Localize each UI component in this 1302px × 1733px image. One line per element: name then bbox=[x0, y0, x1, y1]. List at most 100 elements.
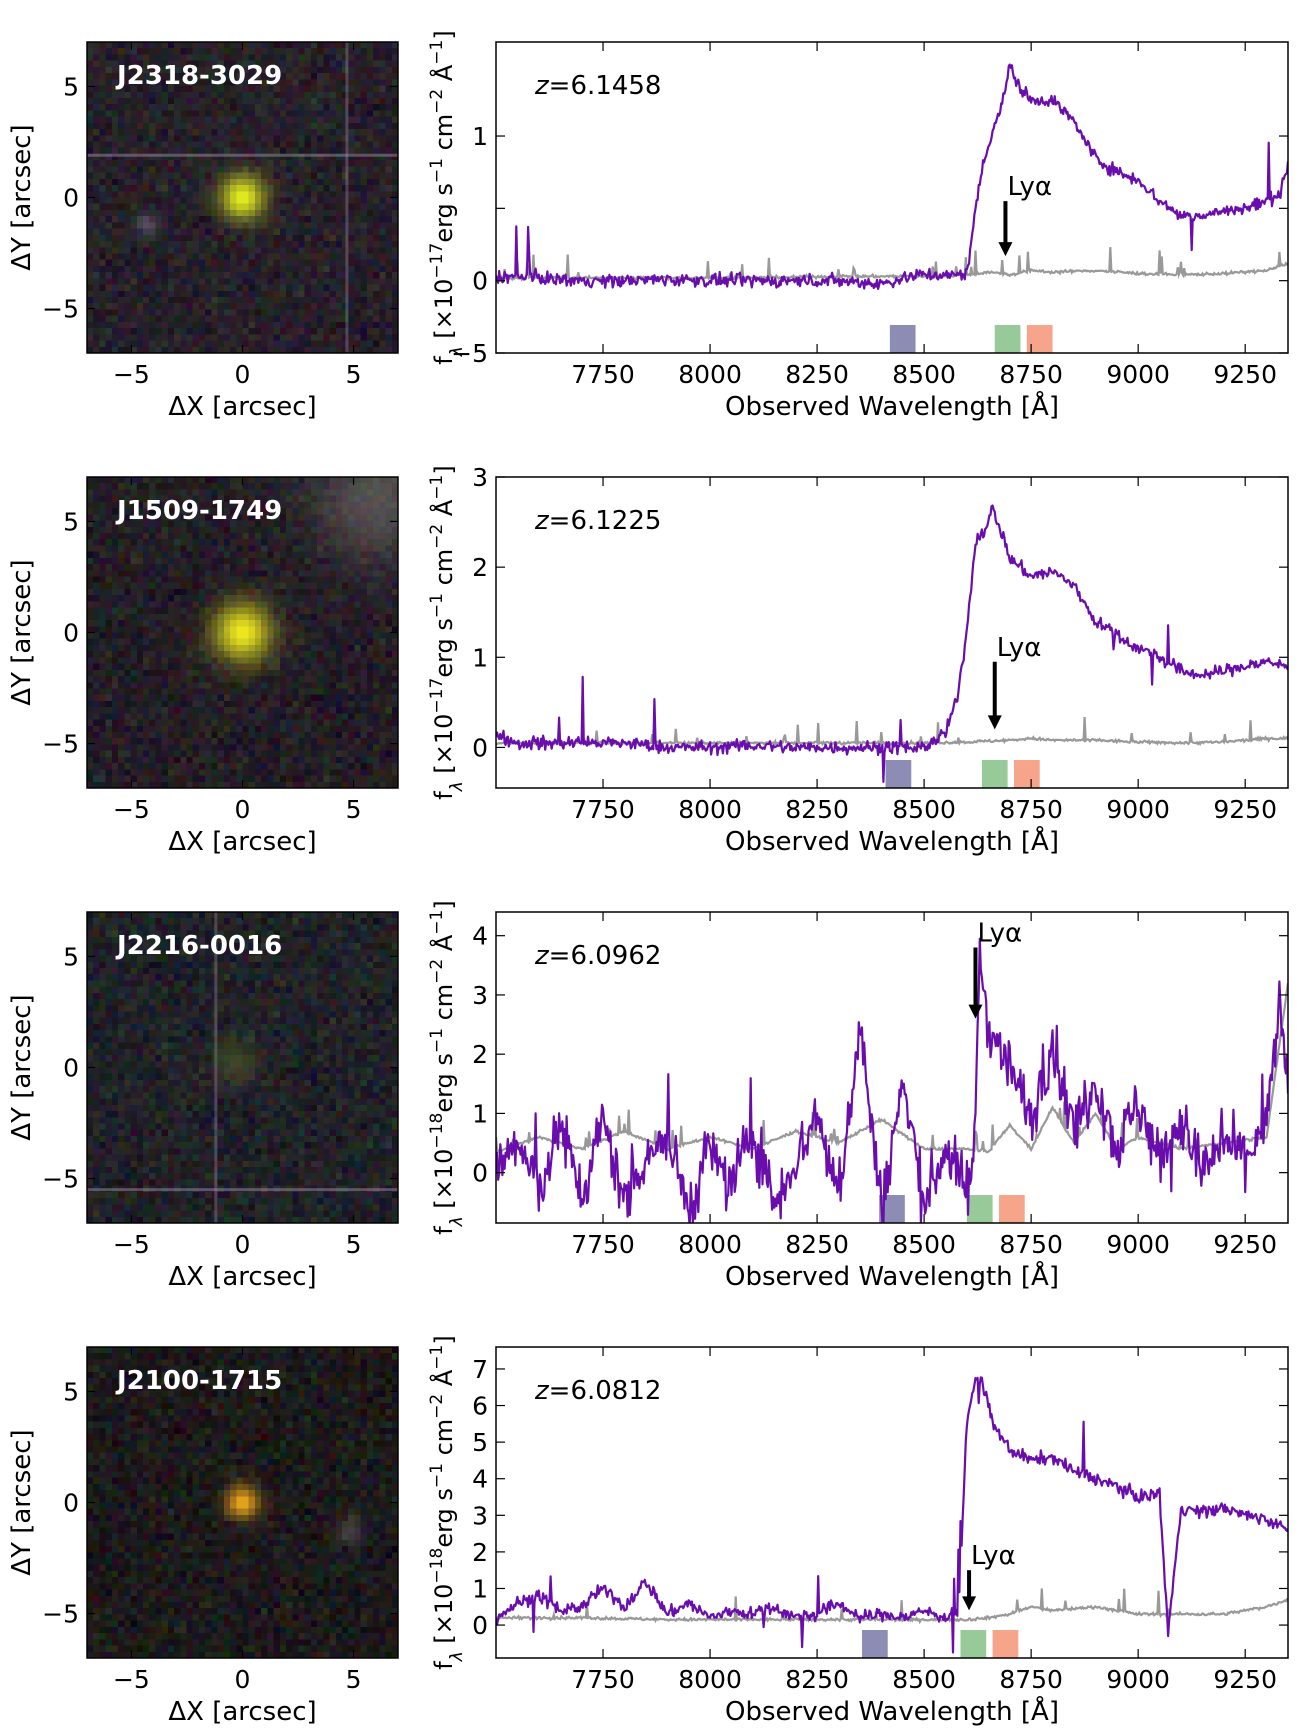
image-xtick-label: 5 bbox=[346, 795, 362, 824]
spectrum-frame bbox=[495, 476, 1289, 789]
ytick-label: 2 bbox=[472, 1538, 488, 1567]
ytick-label: 1 bbox=[472, 1099, 488, 1128]
ytick-label: 3 bbox=[472, 463, 488, 492]
spectrum-frame bbox=[495, 41, 1289, 354]
panel-J1509-1749: J1509-1749 −5 −5 0 0 5 5 ΔX [arcsec] ΔY [arcsec]… bbox=[7, 463, 1289, 857]
ytick-label: 1 bbox=[472, 1574, 488, 1603]
ytick-label: 2 bbox=[472, 553, 488, 582]
series-flux bbox=[496, 63, 1288, 290]
xtick-label: 9000 bbox=[1106, 1665, 1170, 1694]
xlabel: Observed Wavelength [Å] bbox=[725, 825, 1059, 857]
image-ytick-label: −5 bbox=[42, 1600, 79, 1629]
series-flux bbox=[496, 937, 1288, 1223]
filter-band-orange bbox=[999, 1195, 1025, 1223]
ytick-label: 4 bbox=[472, 1465, 488, 1494]
filter-band-blue bbox=[889, 325, 916, 353]
xtick-label: 9250 bbox=[1213, 1665, 1277, 1694]
image-xtick-label: 0 bbox=[235, 1230, 251, 1259]
image-ytick-label: −5 bbox=[42, 295, 79, 324]
xtick-label: 9250 bbox=[1213, 1230, 1277, 1259]
xtick-label: 7750 bbox=[571, 795, 635, 824]
ytick-label: 1 bbox=[472, 643, 488, 672]
cutout-image: J2216-0016 −5 −5 0 0 5 5 ΔX [arcsec] ΔY [arcsec] bbox=[7, 911, 399, 1292]
xtick-label: 7750 bbox=[571, 1230, 635, 1259]
lya-arrow-head bbox=[998, 242, 1013, 257]
image-ytick-label: 0 bbox=[63, 1054, 79, 1083]
xtick-label: 8250 bbox=[785, 1665, 849, 1694]
cutout-pixels bbox=[87, 42, 399, 354]
series-error bbox=[496, 247, 1288, 283]
image-ytick-label: 5 bbox=[63, 72, 79, 101]
redshift-label: z=6.1458 bbox=[534, 71, 661, 101]
xtick-label: 7750 bbox=[571, 1665, 635, 1694]
panel-J2318-3029: J2318-3029 −5 −5 0 0 5 5 ΔX [arcsec] ΔY [arcsec]… bbox=[7, 30, 1289, 422]
redshift-label: z=6.0962 bbox=[534, 941, 661, 971]
series-flux bbox=[496, 1376, 1288, 1654]
filter-band-orange bbox=[992, 1630, 1019, 1658]
xlabel: Observed Wavelength [Å] bbox=[725, 1695, 1059, 1727]
image-ytick-label: 5 bbox=[63, 1377, 79, 1406]
object-label: J2100-1715 bbox=[115, 1366, 282, 1396]
redshift-label: z=6.1225 bbox=[534, 506, 661, 536]
filter-band-green bbox=[960, 1630, 987, 1658]
redshift-label: z=6.0812 bbox=[534, 1376, 661, 1406]
cutout-image: J1509-1749 −5 −5 0 0 5 5 ΔX [arcsec] ΔY [arcsec] bbox=[7, 476, 399, 857]
image-xtick-label: 0 bbox=[235, 360, 251, 389]
xtick-label: 8750 bbox=[999, 360, 1063, 389]
spectrum-axes: Lyα 7750 8000 8250 8500 8750 9000 9250 −5 0 1 z=6.1… bbox=[427, 30, 1289, 422]
filter-band-blue bbox=[885, 760, 912, 788]
xtick-label: 8250 bbox=[785, 360, 849, 389]
panel-J2216-0016: J2216-0016 −5 −5 0 0 5 5 ΔX [arcsec] ΔY [arcsec]… bbox=[7, 900, 1289, 1292]
filter-band-green bbox=[966, 1195, 993, 1223]
lya-label: Lyα bbox=[997, 633, 1042, 663]
image-xlabel: ΔX [arcsec] bbox=[168, 1262, 316, 1292]
image-ylabel: ΔY [arcsec] bbox=[7, 994, 37, 1140]
image-ylabel: ΔY [arcsec] bbox=[7, 124, 37, 270]
series-error bbox=[496, 983, 1288, 1154]
spectrum-axes: Lyα 7750 8000 8250 8500 8750 9000 9250 0 1 2 3 4 5 6 7 z… bbox=[427, 1335, 1289, 1727]
ytick-label: 0 bbox=[472, 1611, 488, 1640]
plot-area bbox=[496, 937, 1288, 1223]
image-xlabel: ΔX [arcsec] bbox=[168, 392, 316, 422]
xtick-label: 9000 bbox=[1106, 360, 1170, 389]
ylabel: fλ [×10−17erg s−1 cm−2 Å−1] bbox=[427, 30, 467, 364]
xtick-label: 7750 bbox=[571, 360, 635, 389]
xtick-label: 8000 bbox=[678, 1230, 742, 1259]
image-ylabel: ΔY [arcsec] bbox=[7, 559, 37, 705]
xtick-label: 9000 bbox=[1106, 795, 1170, 824]
lya-arrow-head bbox=[968, 1004, 983, 1019]
ytick-label: 2 bbox=[472, 1040, 488, 1069]
ytick-label: 0 bbox=[472, 267, 488, 296]
image-xlabel: ΔX [arcsec] bbox=[168, 1697, 316, 1727]
filter-band-green bbox=[981, 760, 1008, 788]
cutout-pixels bbox=[87, 1347, 399, 1659]
image-ytick-label: 5 bbox=[63, 507, 79, 536]
xtick-label: 8500 bbox=[892, 1230, 956, 1259]
ytick-label: 5 bbox=[472, 1428, 488, 1457]
xtick-label: 8750 bbox=[999, 1665, 1063, 1694]
ytick-label: −5 bbox=[451, 339, 488, 368]
object-label: J1509-1749 bbox=[115, 496, 282, 526]
image-xtick-label: 0 bbox=[235, 1665, 251, 1694]
cutout-image: J2100-1715 −5 −5 0 0 5 5 ΔX [arcsec] ΔY [arcsec] bbox=[7, 1346, 399, 1727]
filter-band-orange bbox=[1014, 760, 1040, 788]
ylabel: fλ [×10−17erg s−1 cm−2 Å−1] bbox=[427, 465, 467, 799]
ylabel: fλ [×10−18erg s−1 cm−2 Å−1] bbox=[427, 900, 467, 1234]
cutout-image: J2318-3029 −5 −5 0 0 5 5 ΔX [arcsec] ΔY [arcsec] bbox=[7, 41, 399, 422]
ytick-label: 0 bbox=[472, 1159, 488, 1188]
spectrum-axes: Lyα 7750 8000 8250 8500 8750 9000 9250 0 1 2 3 z=6.1… bbox=[427, 463, 1289, 857]
xtick-label: 8000 bbox=[678, 1665, 742, 1694]
panel-J2100-1715: J2100-1715 −5 −5 0 0 5 5 ΔX [arcsec] ΔY [arcsec]… bbox=[7, 1335, 1289, 1727]
ytick-label: 1 bbox=[472, 122, 488, 151]
ytick-label: 4 bbox=[472, 922, 488, 951]
ytick-label: 3 bbox=[472, 981, 488, 1010]
image-xtick-label: 5 bbox=[346, 1665, 362, 1694]
spectrum-frame bbox=[495, 1346, 1289, 1659]
xtick-label: 9250 bbox=[1213, 360, 1277, 389]
image-xtick-label: −5 bbox=[113, 360, 150, 389]
ytick-label: 3 bbox=[472, 1501, 488, 1530]
xtick-label: 8500 bbox=[892, 360, 956, 389]
spectrum-frame bbox=[495, 911, 1289, 1224]
plot-area bbox=[496, 504, 1288, 788]
